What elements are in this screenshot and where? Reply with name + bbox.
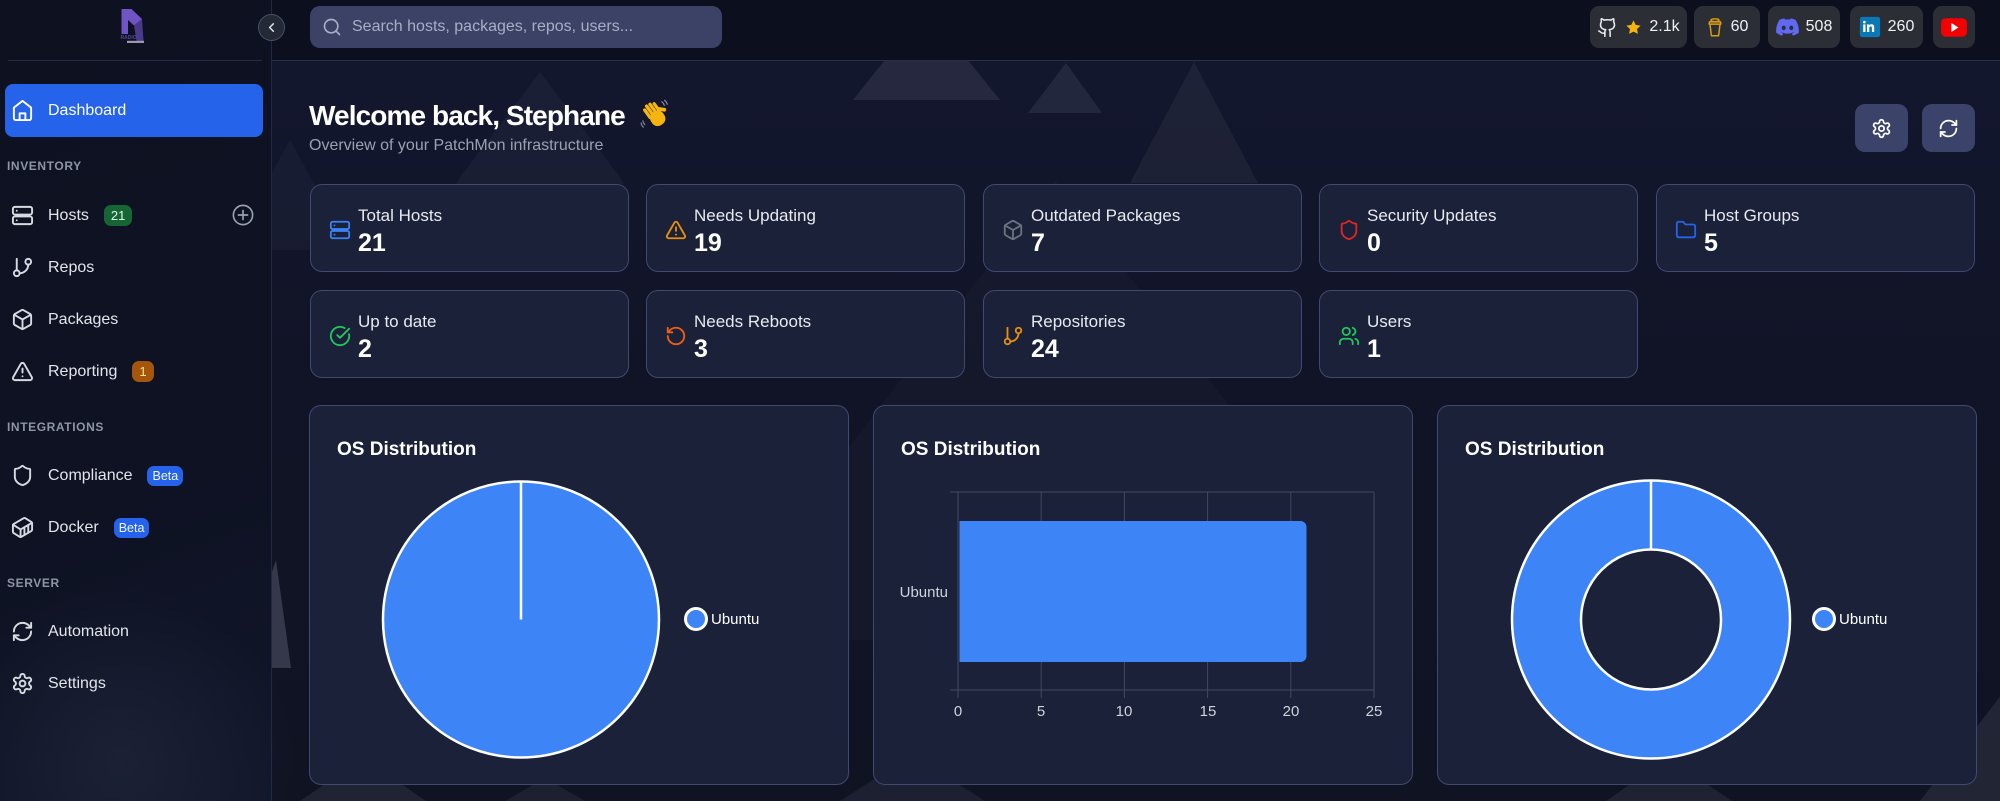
svg-text:Ubuntu: Ubuntu [900, 584, 948, 601]
svg-text:0: 0 [954, 703, 962, 720]
svg-text:25: 25 [1366, 703, 1383, 720]
svg-text:RADIO: RADIO [121, 35, 137, 41]
svg-text:15: 15 [1200, 703, 1217, 720]
svg-text:20: 20 [1283, 703, 1300, 720]
svg-text:10: 10 [1116, 703, 1133, 720]
svg-text:5: 5 [1037, 703, 1045, 720]
